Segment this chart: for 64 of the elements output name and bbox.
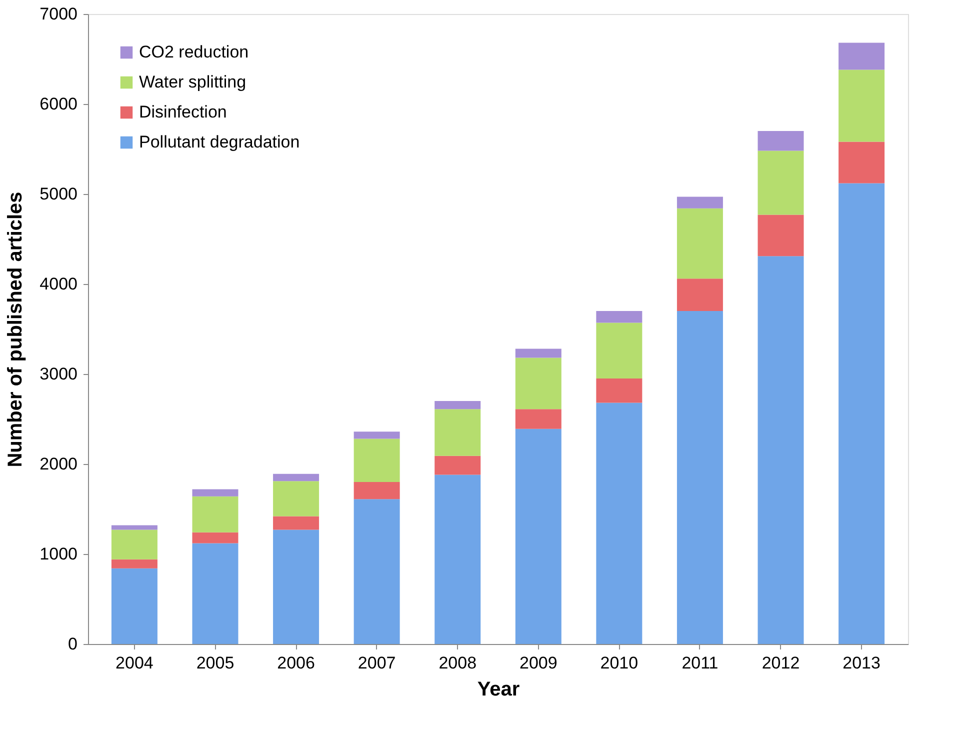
y-tick-label: 3000 — [40, 364, 78, 384]
bar — [434, 456, 481, 475]
bar — [434, 401, 481, 410]
bar — [596, 322, 642, 378]
bar — [758, 214, 804, 256]
x-tick-label: 2008 — [438, 654, 477, 672]
bar — [273, 481, 320, 516]
x-axis-title: Year — [477, 678, 520, 700]
x-tick-label: 2012 — [762, 654, 800, 672]
bar — [273, 516, 320, 530]
x-tick-label: 2009 — [519, 654, 558, 672]
bar — [192, 543, 238, 644]
legend-label: CO2 reduction — [139, 42, 249, 62]
bar — [676, 208, 723, 279]
legend-label: Disinfection — [139, 102, 227, 122]
bar — [434, 474, 481, 644]
bar — [354, 482, 400, 500]
bar — [838, 42, 885, 70]
bar — [515, 358, 562, 410]
bar — [838, 183, 885, 644]
bar — [192, 532, 238, 544]
bar — [354, 499, 400, 644]
y-tick-label: 5000 — [40, 184, 78, 204]
bar — [111, 525, 158, 530]
y-tick-label: 6000 — [40, 94, 78, 114]
legend-label: Pollutant degradation — [139, 132, 300, 152]
bar — [838, 70, 885, 142]
y-tick-label: 1000 — [40, 544, 78, 564]
bar — [596, 311, 642, 323]
x-tick-label: 2005 — [196, 654, 234, 672]
bar — [273, 474, 320, 482]
bar — [354, 432, 400, 439]
x-tick-label: 2013 — [842, 654, 880, 672]
y-tick-label: 2000 — [40, 454, 78, 474]
bar — [676, 196, 723, 208]
bar — [192, 489, 238, 496]
bar — [515, 428, 562, 644]
bar — [434, 409, 481, 456]
y-tick-label: 4000 — [40, 274, 78, 294]
x-tick-label: 2010 — [600, 654, 638, 672]
y-axis-title: Number of published articles — [4, 192, 27, 468]
bar — [758, 131, 804, 151]
bar — [111, 530, 158, 560]
bar — [676, 278, 723, 311]
bar — [515, 348, 562, 358]
bar — [758, 256, 804, 644]
bar — [354, 438, 400, 482]
x-tick-label: 2006 — [277, 654, 315, 672]
legend-label: Water splitting — [139, 72, 246, 92]
bar — [676, 311, 723, 644]
bar — [111, 559, 158, 568]
x-tick-label: 2007 — [358, 654, 396, 672]
bar — [596, 402, 642, 644]
bar — [192, 496, 238, 532]
y-tick-label: 7000 — [40, 4, 78, 24]
bar — [111, 568, 158, 644]
bar — [758, 150, 804, 215]
x-tick-label: 2011 — [682, 654, 718, 672]
y-tick-label: 0 — [68, 634, 78, 654]
bar — [515, 409, 562, 429]
bar — [273, 530, 320, 644]
bar — [596, 378, 642, 403]
bar — [838, 142, 885, 184]
x-tick-label: 2004 — [116, 654, 154, 672]
